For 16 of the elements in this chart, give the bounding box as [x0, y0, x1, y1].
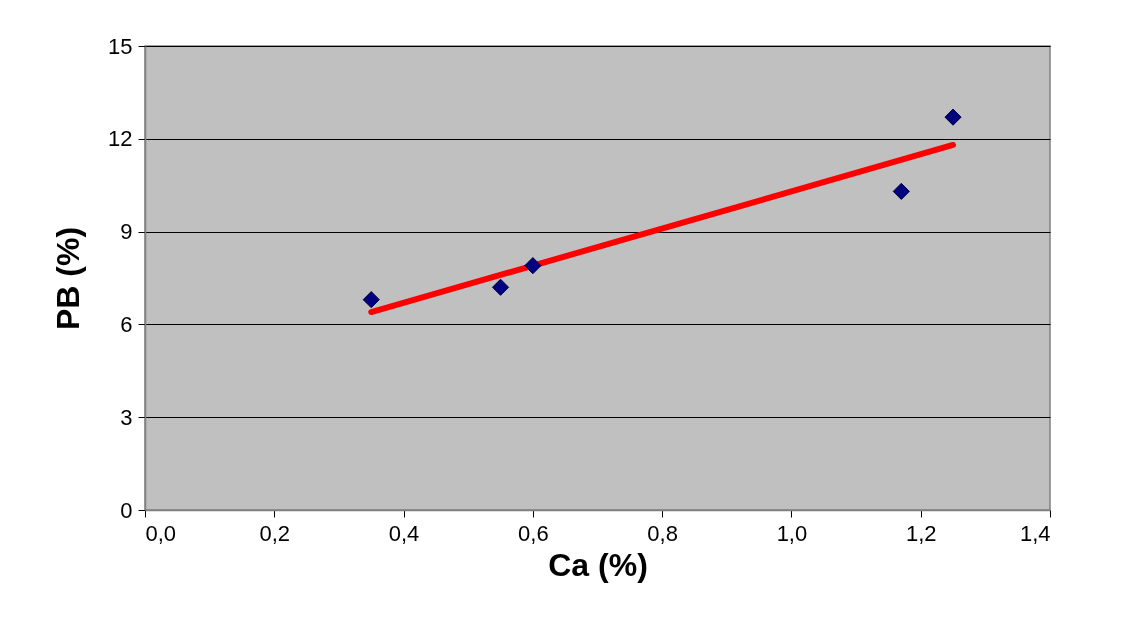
x-tick-label: 1,4 [1019, 520, 1051, 546]
y-tick-label: 9 [120, 219, 133, 245]
x-tick-label: 0,8 [647, 520, 678, 546]
y-axis-title: PB (%) [50, 226, 87, 331]
x-tick-label: 0,0 [145, 520, 177, 546]
x-tick-label: 1,0 [776, 520, 808, 546]
x-tick-label: 0,4 [388, 520, 420, 546]
x-tick-label: 0,6 [518, 520, 549, 546]
x-axis-title: Ca (%) [548, 546, 648, 583]
y-tick-label: 0 [120, 497, 133, 523]
y-tick-label: 15 [108, 33, 133, 59]
y-tick-label: 6 [120, 311, 133, 337]
x-tick-label: 0,2 [259, 520, 291, 546]
y-tick-label: 3 [120, 404, 133, 430]
y-tick-label: 12 [108, 126, 133, 152]
x-tick-label: 1,2 [905, 520, 937, 546]
